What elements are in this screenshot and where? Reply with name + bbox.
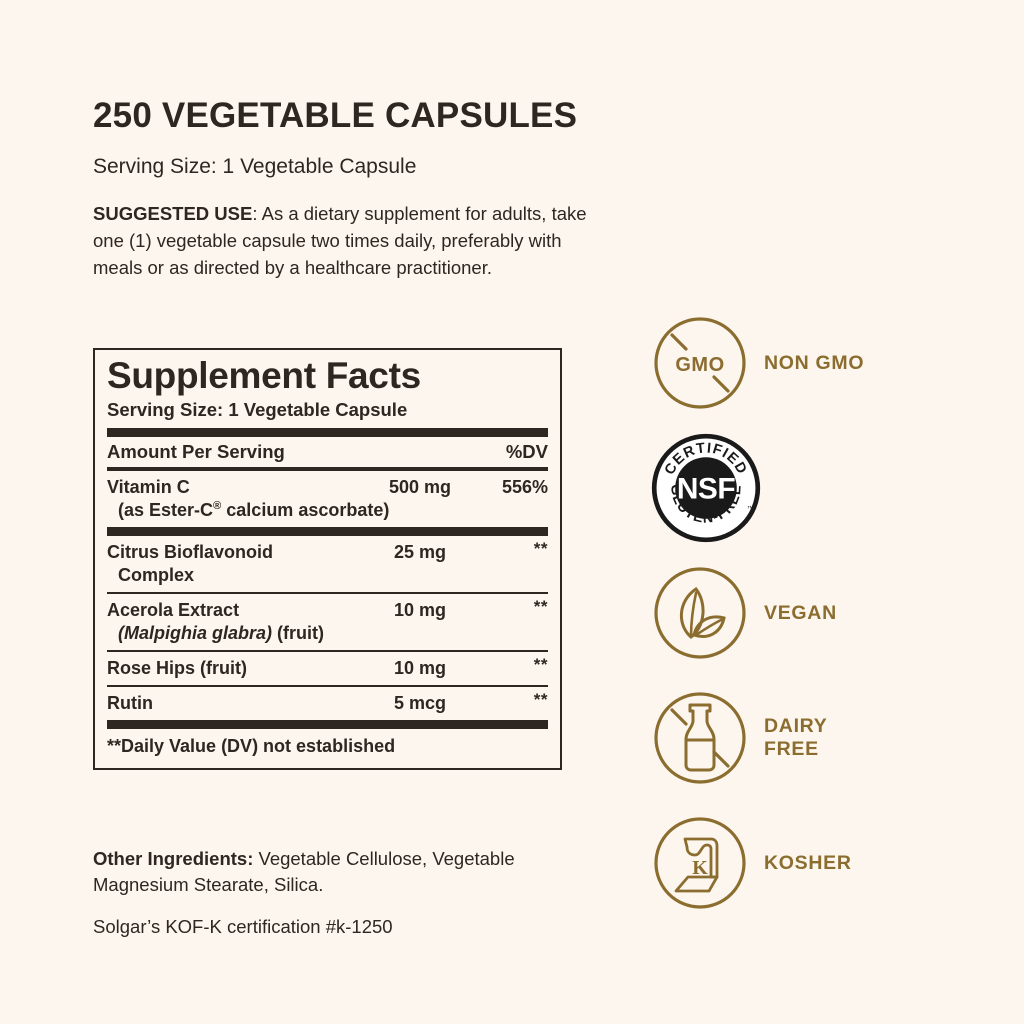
serving-size-text: Serving Size: 1 Vegetable Capsule [93, 155, 417, 179]
nutrient-subtext: (as Ester-C® calcium ascorbate) [118, 500, 390, 521]
nsf-certified-gluten-free-icon: CERTIFIED GLUTEN-FREE NSF ™ [651, 433, 761, 543]
badge-label: KOSHER [764, 851, 852, 874]
badge-non-gmo: GMO NON GMO [650, 312, 980, 414]
kof-k-certification-text: Solgar’s KOF-K certification #k-1250 [93, 915, 393, 937]
suggested-use-body: : As a dietary supplement for adults, ta… [93, 203, 587, 278]
rule-thick-top [107, 428, 548, 438]
rule-row-separator [107, 650, 548, 653]
vegan-leaf-icon [654, 567, 746, 659]
rule-row-separator [107, 685, 548, 688]
badge-vegan: VEGAN [650, 562, 980, 664]
certification-badges: GMO NON GMO CERTIFIED GLUTEN-FREE NSF ™ [650, 312, 980, 937]
nutrient-name: Vitamin C [107, 477, 190, 498]
other-ingredients-label: Other Ingredients: [93, 847, 254, 869]
svg-text:NSF: NSF [677, 472, 736, 505]
nutrient-amount: 10 mg [393, 658, 447, 679]
nutrient-dv: 556% [501, 477, 548, 498]
table-row: Rutin 5 mcg ** [107, 687, 548, 720]
table-row: Acerola Extract (Malpighia glabra) (frui… [107, 594, 548, 650]
svg-text:GMO: GMO [675, 354, 724, 376]
badge-label: VEGAN [764, 601, 837, 624]
badge-dairy-free: DAIRY FREE [650, 687, 980, 789]
supplement-facts-panel: Supplement Facts Serving Size: 1 Vegetab… [93, 348, 562, 770]
rule-under-header [107, 467, 548, 472]
non-gmo-icon: GMO [654, 317, 746, 409]
supplement-facts-title: Supplement Facts [107, 355, 421, 396]
rule-under-vitamin-c [107, 527, 548, 537]
svg-text:™: ™ [747, 505, 754, 512]
dairy-free-bottle-icon [654, 692, 746, 784]
other-ingredients-body: Vegetable Cellulose, Vegetable Magnesium… [93, 847, 515, 895]
badge-kosher: K KOSHER [650, 812, 980, 914]
nutrient-dv: ** [533, 539, 548, 559]
nutrient-amount: 500 mg [388, 477, 452, 498]
nutrient-amount: 25 mg [393, 542, 447, 563]
supplement-facts-header-row: Amount Per Serving %DV [107, 437, 548, 467]
nutrient-amount: 10 mg [393, 600, 447, 621]
nutrient-name: Rutin [107, 693, 153, 714]
badge-nsf-gluten-free: CERTIFIED GLUTEN-FREE NSF ™ [650, 433, 980, 543]
kosher-icon: K [654, 817, 746, 909]
amount-per-serving-header: Amount Per Serving [107, 441, 285, 463]
supplement-facts-serving-size: Serving Size: 1 Vegetable Capsule [107, 398, 408, 420]
rule-row-separator [107, 592, 548, 595]
nutrient-amount: 5 mcg [393, 693, 447, 714]
nutrient-dv: ** [533, 597, 548, 617]
table-row: Citrus Bioflavonoid Complex 25 mg ** [107, 536, 548, 592]
rule-above-footnote [107, 720, 548, 730]
nutrient-name: Citrus Bioflavonoid [107, 542, 273, 563]
other-ingredients-paragraph: Other Ingredients: Vegetable Cellulose, … [93, 846, 593, 899]
nutrient-subtext: (Malpighia glabra) (fruit) [118, 623, 324, 644]
percent-dv-header: %DV [505, 441, 548, 463]
badge-label: NON GMO [764, 351, 865, 374]
nutrient-dv: ** [533, 655, 548, 675]
table-row: Rose Hips (fruit) 10 mg ** [107, 652, 548, 685]
page-title: 250 VEGETABLE CAPSULES [93, 96, 578, 135]
registered-mark-icon: ® [213, 500, 222, 513]
suggested-use-paragraph: SUGGESTED USE: As a dietary supplement f… [93, 201, 593, 281]
nutrient-dv: ** [533, 690, 548, 710]
badge-label: DAIRY FREE [764, 715, 828, 760]
svg-text:K: K [692, 857, 708, 879]
table-row: Vitamin C (as Ester-C® calcium ascorbate… [107, 471, 548, 527]
suggested-use-label: SUGGESTED USE [93, 203, 253, 225]
nutrient-name: Rose Hips (fruit) [107, 658, 248, 679]
nutrient-name: Acerola Extract [107, 600, 240, 621]
product-info-column: 250 VEGETABLE CAPSULES Serving Size: 1 V… [93, 96, 587, 281]
daily-value-footnote: **Daily Value (DV) not established [107, 736, 396, 757]
nutrient-subtext: Complex [118, 565, 195, 586]
